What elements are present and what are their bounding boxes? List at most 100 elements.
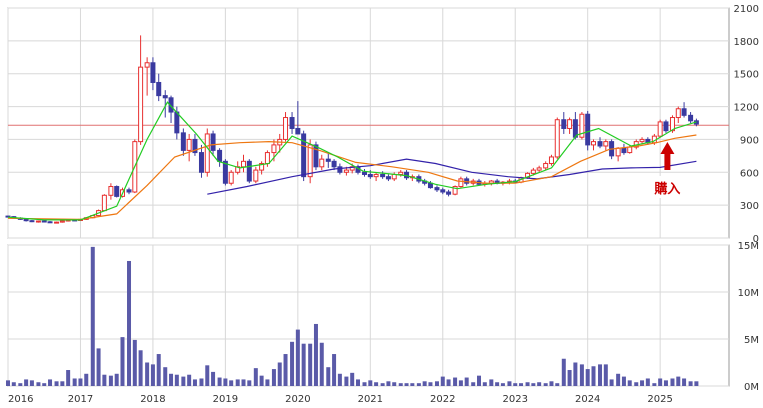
volume-bar	[525, 382, 530, 386]
purchase-annotation: 購入	[653, 181, 680, 197]
volume-bar	[271, 369, 276, 386]
price-y-tick-label: 300	[740, 201, 759, 212]
volume-bar	[531, 383, 536, 386]
volume-bar	[573, 362, 578, 386]
candle-body	[343, 169, 349, 173]
volume-bar	[598, 364, 603, 386]
candle-body	[440, 189, 446, 193]
candle-body	[47, 221, 53, 224]
volume-bar	[688, 381, 693, 386]
candle-body	[681, 108, 687, 116]
volume-bar	[585, 369, 590, 386]
candle-body	[669, 117, 675, 132]
price-y-axis: 0 300 600 900 1200 1500 1800 2100	[734, 4, 759, 245]
volume-bar	[163, 367, 168, 386]
x-axis-labels: 2016 2017 2018 2019 2020 2021 2022 2023 2024 2025	[8, 394, 673, 405]
short-moving-average-line	[7, 101, 697, 221]
candle-body	[246, 160, 252, 182]
volume-bar	[368, 380, 373, 386]
price-plot-frame	[7, 7, 730, 239]
candle-body	[210, 133, 216, 151]
candle-body	[180, 132, 186, 151]
candle-body	[579, 113, 585, 138]
volume-bar	[471, 382, 476, 386]
candle-body	[536, 167, 542, 171]
price-y-tick-label: 1500	[734, 70, 759, 81]
candle-body	[657, 121, 663, 137]
volume-bar	[658, 378, 663, 386]
candle-body	[253, 169, 259, 182]
volume-bar	[440, 376, 445, 386]
volume-y-tick-label: 0M	[744, 382, 759, 393]
candle-body	[385, 176, 391, 180]
candle-body	[228, 171, 234, 184]
long-moving-average-line	[207, 158, 697, 195]
candle-body	[101, 194, 107, 212]
volume-bar	[428, 382, 433, 386]
volume-bar	[253, 368, 258, 386]
candle-body	[174, 111, 180, 134]
candle-body	[283, 117, 289, 140]
volume-bar	[422, 381, 427, 386]
volume-bar	[652, 383, 657, 386]
candle-body	[23, 218, 29, 222]
volume-bar	[132, 339, 137, 386]
up-arrow-icon	[660, 142, 675, 170]
candle-body	[264, 152, 270, 165]
volume-bar	[446, 379, 451, 386]
volume-bar	[217, 377, 222, 386]
volume-bar	[458, 380, 463, 386]
volume-bar	[127, 260, 132, 386]
candle-body	[144, 62, 150, 68]
volume-bar	[11, 382, 16, 386]
annotation-background	[645, 176, 690, 198]
candle-body	[186, 138, 192, 151]
candle-body	[301, 133, 307, 178]
volume-bar	[663, 380, 668, 386]
volume-bar	[192, 379, 197, 386]
candle-body	[325, 158, 331, 162]
candle-body	[108, 186, 114, 196]
volume-bar	[205, 365, 210, 386]
volume-bar	[187, 374, 192, 386]
volume-bar	[332, 354, 337, 386]
x-tick-label: 2017	[68, 394, 93, 405]
volume-bar	[374, 382, 379, 386]
volume-bar	[519, 383, 524, 386]
candle-body	[398, 171, 404, 175]
volume-bar	[114, 373, 119, 386]
price-y-tick-label: 0	[753, 234, 759, 245]
price-y-tick-label: 600	[740, 168, 759, 179]
x-tick-label: 2022	[430, 394, 455, 405]
volume-bar	[380, 383, 385, 386]
x-tick-label: 2023	[503, 394, 528, 405]
volume-bar	[507, 381, 512, 386]
volume-bar	[326, 367, 331, 386]
volume-bar	[500, 383, 505, 386]
x-tick-label: 2016	[8, 394, 33, 405]
price-y-tick-label: 2100	[734, 4, 759, 15]
candle-body	[337, 166, 343, 173]
volume-bar	[283, 354, 288, 386]
volume-bar	[48, 379, 53, 386]
volume-bar	[90, 246, 95, 386]
candle-body	[427, 182, 433, 189]
volume-bar	[549, 381, 554, 386]
volume-bar	[308, 343, 313, 386]
volume-bar	[265, 379, 270, 386]
volume-bar	[120, 337, 125, 386]
price-y-tick-label: 1800	[734, 37, 759, 48]
volume-bar	[410, 383, 415, 386]
mid-moving-average-line	[7, 134, 697, 221]
volume-bar	[694, 381, 699, 386]
volume-bar	[36, 382, 41, 386]
candle-body	[126, 189, 132, 193]
volume-y-tick-label: 5M	[744, 335, 759, 346]
volume-bar	[591, 366, 596, 386]
volume-bar	[199, 378, 204, 386]
candle-body	[5, 215, 11, 218]
volume-bar	[627, 380, 632, 386]
volume-bar	[579, 364, 584, 386]
volume-bar	[42, 383, 47, 386]
volume-bar	[555, 383, 560, 386]
